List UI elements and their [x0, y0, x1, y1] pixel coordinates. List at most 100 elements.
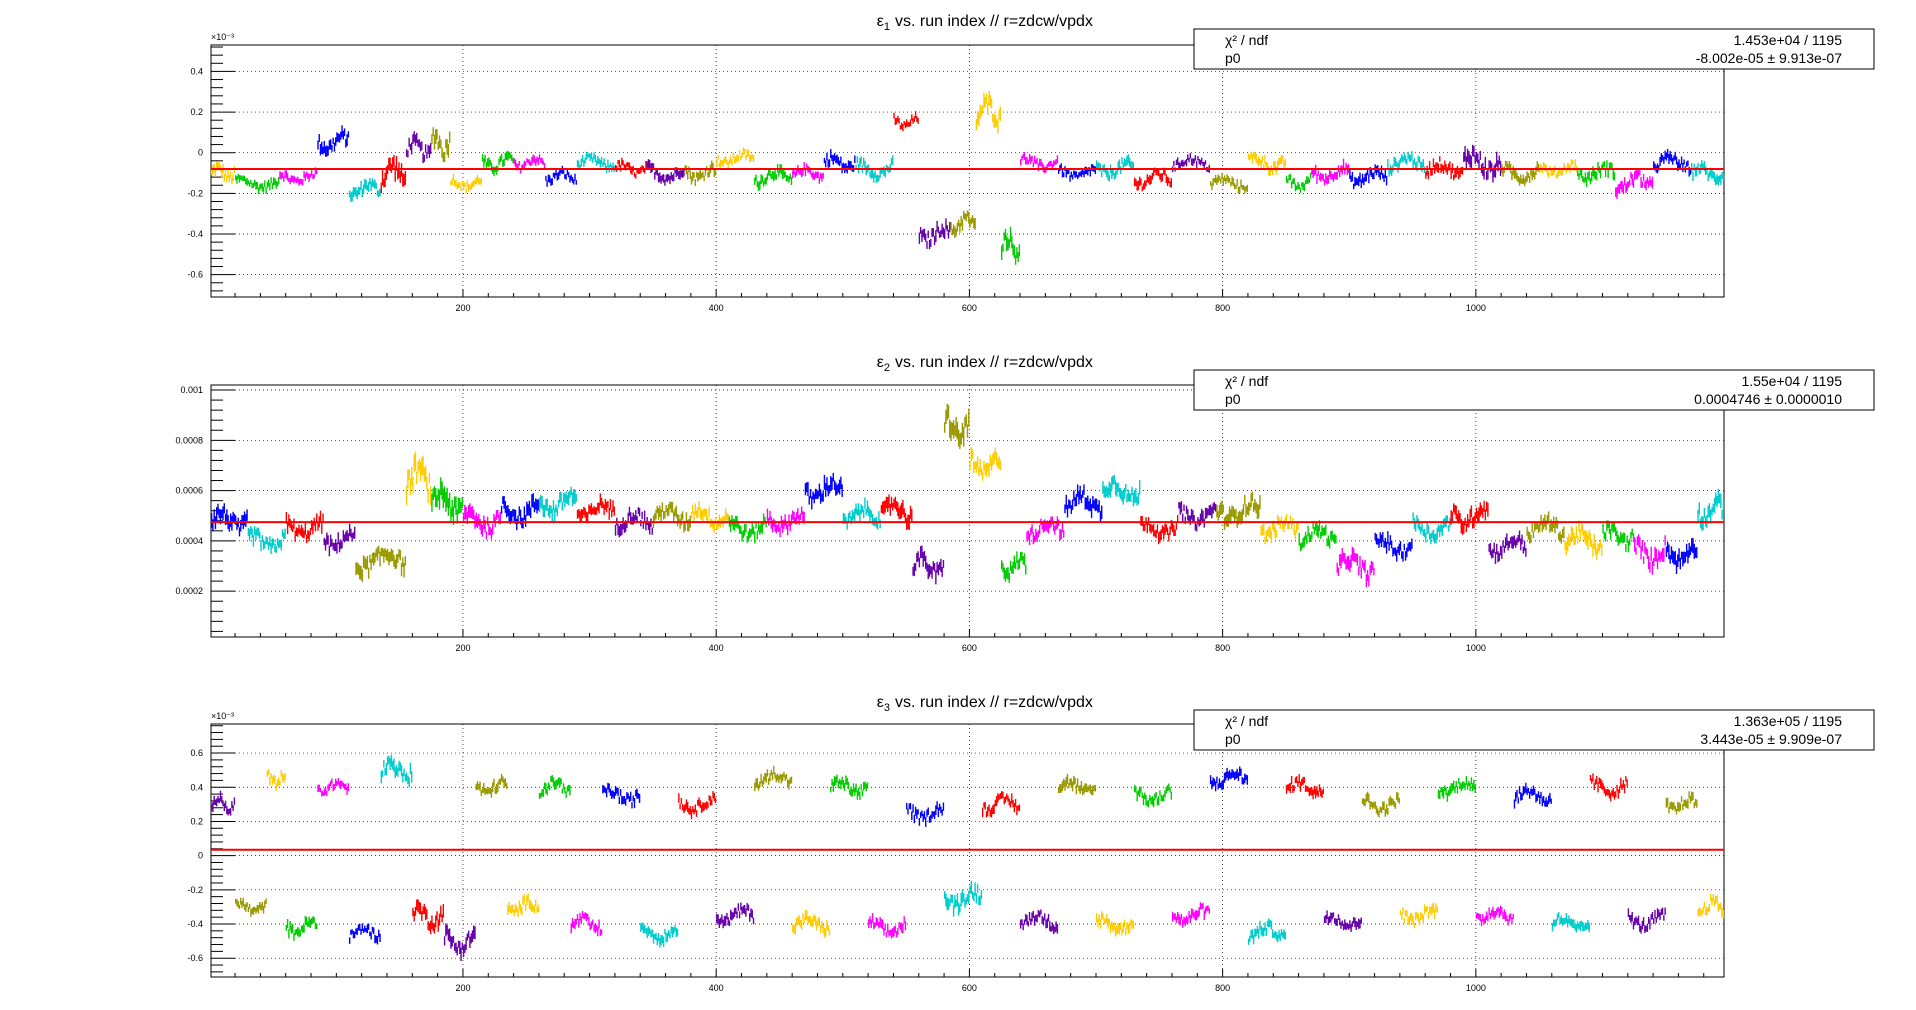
run-segment	[716, 902, 755, 929]
y-tick-label: 0.001	[180, 385, 203, 395]
y-tick-label: 0.2	[190, 816, 203, 826]
run-segment	[234, 173, 280, 194]
run-segment	[1260, 513, 1299, 545]
y-tick-label: 0.4	[190, 782, 203, 792]
panel-title-text: vs. run index // r=zdcw/vpdx	[895, 13, 1093, 30]
run-segment	[285, 915, 318, 941]
data-points	[210, 403, 1725, 588]
y-exponent-label: ×10⁻³	[211, 711, 234, 721]
stats-label-chi2: χ² / ndf	[1225, 373, 1268, 389]
run-segment	[431, 127, 451, 163]
run-segment	[804, 472, 843, 510]
grid-lines	[211, 45, 1724, 297]
run-segment	[431, 477, 464, 526]
x-tick-label: 800	[1215, 983, 1230, 993]
run-segment	[944, 880, 983, 917]
stats-value-chi2: 1.363e+05 / 1195	[1734, 713, 1843, 729]
panel-title-text: vs. run index // r=zdcw/vpdx	[895, 694, 1093, 711]
y-tick-label: 0.0008	[175, 435, 203, 445]
run-segment	[513, 154, 546, 174]
run-segment	[1450, 500, 1489, 535]
run-segment	[1247, 918, 1286, 945]
run-segment	[1589, 773, 1628, 802]
x-tick-label: 1000	[1466, 983, 1486, 993]
run-segment	[1336, 546, 1375, 588]
run-segment	[1019, 909, 1059, 935]
stats-label-p0: p0	[1225, 391, 1241, 407]
x-tick-label: 400	[709, 303, 724, 313]
grid-lines	[211, 385, 1724, 637]
x-tick-label: 800	[1215, 303, 1230, 313]
run-segment	[348, 923, 381, 945]
run-segment	[640, 922, 679, 948]
run-segment	[1627, 907, 1666, 934]
run-segment	[975, 90, 1002, 134]
run-segment	[1285, 172, 1312, 193]
grid-lines	[211, 724, 1724, 977]
run-segment	[1171, 152, 1211, 173]
panel-epsilon-2: ε2 vs. run index // r=zdcw/vpdx 0.00020.…	[175, 354, 1875, 653]
data-points	[210, 754, 1725, 962]
run-segment	[1000, 226, 1021, 265]
run-segment	[443, 923, 476, 962]
run-segment	[507, 893, 539, 918]
run-segment	[1349, 164, 1388, 190]
y-tick-label: 0.4	[190, 66, 203, 76]
run-segment	[1095, 911, 1135, 937]
run-segment	[210, 503, 248, 537]
run-segment	[317, 125, 350, 157]
run-segment	[405, 451, 432, 506]
run-segment	[1602, 520, 1635, 553]
y-tick-label: -0.6	[187, 270, 203, 280]
run-segment	[1634, 534, 1666, 575]
run-segment	[462, 503, 502, 540]
y-tick-label: -0.4	[187, 229, 203, 239]
run-segment	[1437, 776, 1476, 802]
y-tick-label: -0.6	[187, 953, 203, 963]
x-tick-label: 800	[1215, 643, 1230, 653]
run-segment	[1615, 168, 1654, 199]
stats-box: χ² / ndf 1.55e+04 / 1195 p0 0.0004746 ± …	[1193, 369, 1875, 411]
run-segment	[950, 210, 976, 238]
run-segment	[210, 161, 236, 185]
y-tick-label: 0.0002	[175, 586, 203, 596]
run-segment	[1697, 893, 1725, 919]
run-segment	[570, 910, 603, 937]
run-segment	[1665, 537, 1698, 575]
run-segment	[912, 545, 945, 585]
run-segment	[266, 768, 286, 791]
run-segment	[1551, 912, 1590, 933]
y-tick-label: 0.0004	[175, 536, 203, 546]
run-segment	[500, 493, 539, 531]
run-segment	[792, 909, 831, 938]
stats-box: χ² / ndf 1.453e+04 / 1195 p0 -8.002e-05 …	[1193, 28, 1875, 70]
run-segment	[234, 897, 267, 917]
run-segment	[1057, 163, 1097, 182]
y-tick-label: 0.6	[190, 748, 203, 758]
panel-epsilon-3: ε3 vs. run index // r=zdcw/vpdx -0.6 -0.4…	[187, 694, 1875, 993]
run-segment	[1102, 474, 1141, 507]
run-segment	[944, 403, 970, 450]
run-segment	[247, 525, 286, 555]
x-tick-label: 200	[455, 983, 470, 993]
run-segment	[652, 501, 691, 533]
panel-title: ε1	[877, 13, 890, 33]
run-segment	[538, 774, 571, 799]
run-segment	[830, 774, 869, 801]
run-segment	[1209, 766, 1249, 792]
stats-value-p0: 0.0004746 ± 0.0000010	[1694, 391, 1842, 407]
plot-frame	[210, 44, 1725, 298]
run-segment	[1361, 791, 1400, 818]
x-tick-label: 400	[709, 643, 724, 653]
panel-title: ε3	[877, 694, 890, 714]
run-segment	[279, 167, 318, 186]
run-segment	[1691, 160, 1725, 186]
run-segment	[348, 178, 381, 202]
run-segment	[380, 754, 413, 788]
run-segment	[355, 545, 407, 583]
y-tick-label: 0	[198, 851, 203, 861]
run-segment	[210, 790, 236, 816]
run-segment	[576, 493, 615, 524]
run-segment	[1178, 501, 1217, 532]
